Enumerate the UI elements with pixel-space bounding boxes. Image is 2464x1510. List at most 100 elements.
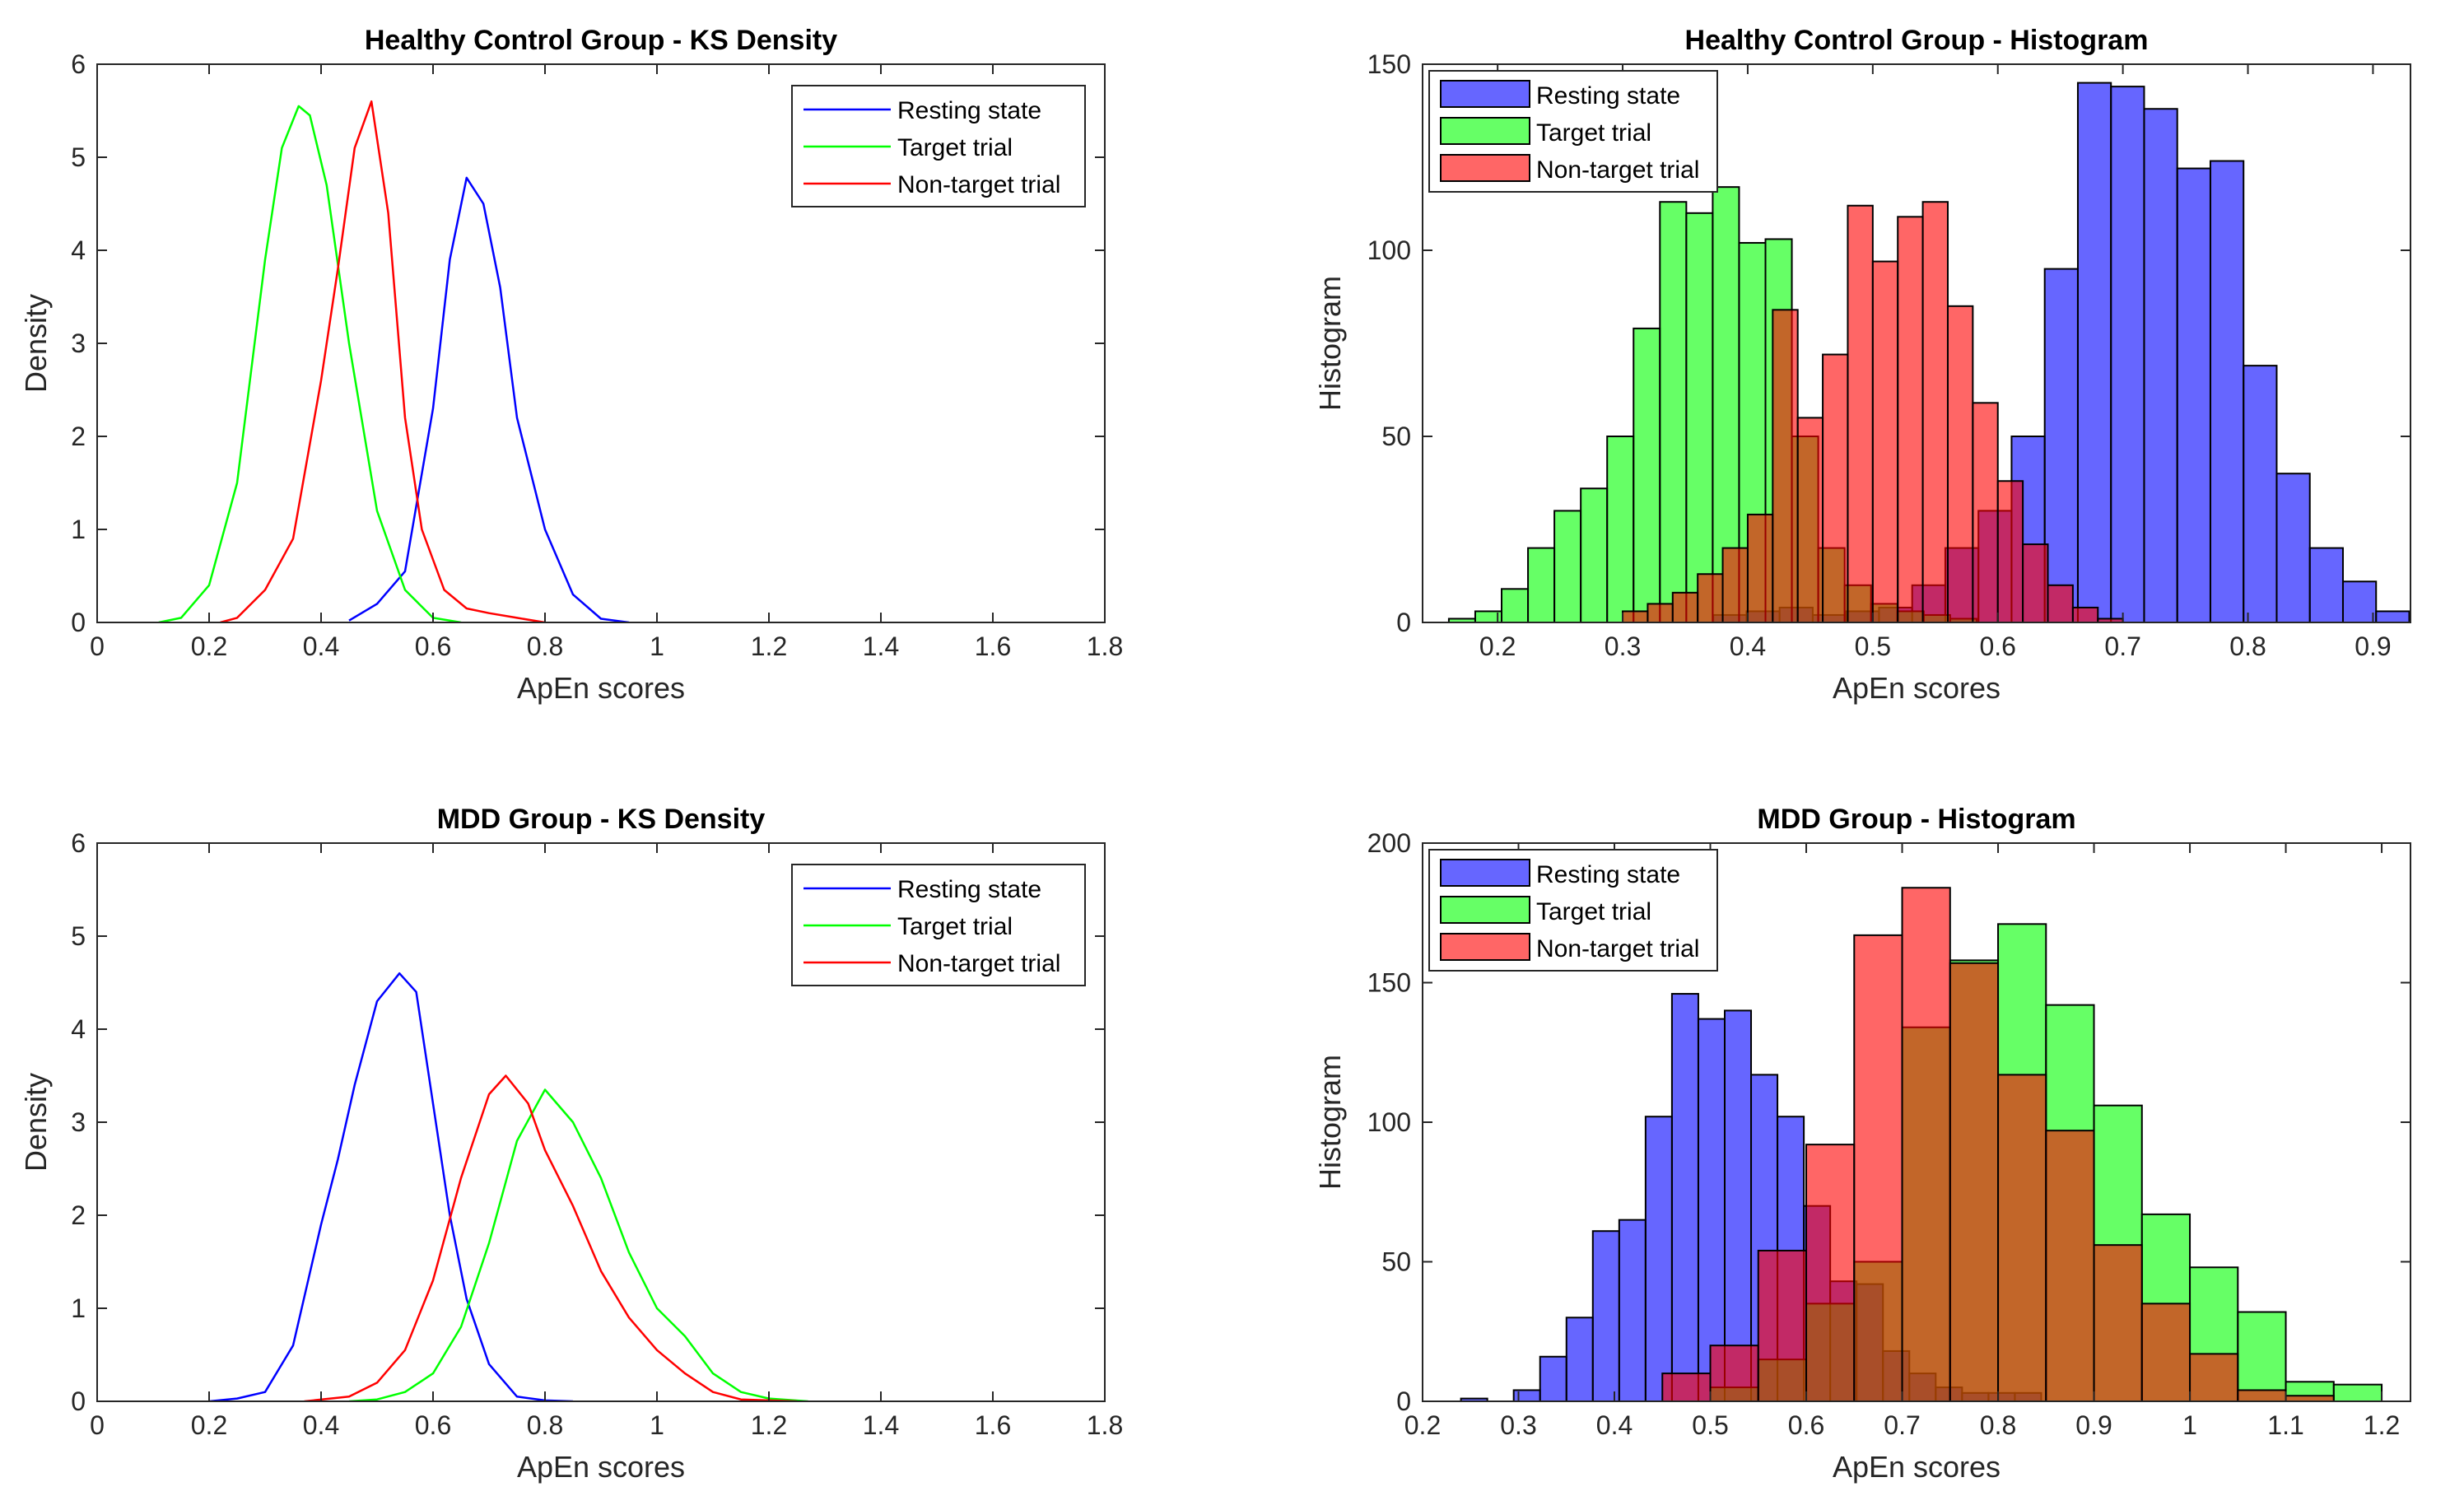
hc-histogram-xtick-label: 0.5: [1855, 631, 1891, 661]
hc-density-line-resting-state: [348, 176, 630, 622]
mdd-histogram-ytick-label: 200: [1367, 828, 1411, 858]
mdd-density-ytick-label: 1: [71, 1293, 86, 1323]
mdd-density-line-target-trial: [348, 1088, 808, 1401]
hc-density-data: [158, 100, 630, 622]
hc-density-ytick-label: 2: [71, 422, 86, 451]
mdd-histogram-bar-non-target-trial-3: [1805, 1144, 1856, 1401]
hc-histogram-legend-label: Resting state: [1536, 82, 1680, 110]
hc-density-chart: 0 0.2 0.4 0.6 0.8 1 1.2 1.4 1.6 1.8 0 1 2 3 4 5 6 Healthy…: [19, 25, 1123, 705]
hc-histogram-bar-resting-state-19: [2341, 580, 2378, 622]
mdd-density-xtick-label: 1.8: [1087, 1410, 1123, 1440]
hc-histogram-ytick-label: 100: [1367, 235, 1411, 265]
hc-histogram-bar-non-target-trial-14: [1972, 402, 1999, 622]
hc-density-ylabel: Density: [19, 294, 53, 393]
mdd-density-xtick-label: 0.4: [303, 1410, 339, 1440]
hc-histogram-bar-resting-state-15: [2209, 160, 2245, 622]
mdd-density-title: MDD Group - KS Density: [437, 804, 766, 835]
hc-histogram-bar-non-target-trial-0: [1622, 610, 1649, 622]
hc-histogram-ytick-label: 50: [1381, 422, 1411, 451]
mdd-histogram-bar-non-target-trial-1: [1709, 1345, 1759, 1401]
mdd-density-xtick-label: 1: [650, 1410, 664, 1440]
hc-histogram-bar-non-target-trial-7: [1796, 417, 1824, 622]
mdd-histogram-xtick-label: 1.2: [2364, 1410, 2400, 1440]
hc-histogram-bar-non-target-trial-5: [1746, 513, 1774, 622]
hc-histogram-bar-resting-state-17: [2275, 473, 2311, 622]
mdd-histogram-ylabel: Histogram: [1313, 1055, 1347, 1190]
mdd-histogram-ytick-label: 150: [1367, 968, 1411, 998]
hc-density-xlabel: ApEn scores: [517, 671, 685, 705]
hc-histogram-legend-label: Non-target trial: [1536, 156, 1699, 184]
mdd-histogram-bar-resting-state-5: [1591, 1230, 1620, 1401]
mdd-density-legend-label: Target trial: [897, 913, 1013, 940]
mdd-density-ytick-label: 2: [71, 1200, 86, 1230]
mdd-density-xtick-label: 1.2: [751, 1410, 787, 1440]
hc-density-title: Healthy Control Group - KS Density: [365, 25, 837, 56]
mdd-density-xtick-label: 0.2: [191, 1410, 227, 1440]
mdd-histogram-bar-non-target-trial-5: [1901, 887, 1951, 1401]
hc-histogram-xlabel: ApEn scores: [1833, 671, 2001, 705]
mdd-histogram-xtick-label: 0.7: [1884, 1410, 1920, 1440]
mdd-histogram-bar-non-target-trial-2: [1757, 1249, 1808, 1401]
mdd-histogram-bar-resting-state-9: [1697, 1018, 1726, 1401]
hc-density-xtick-label: 1.2: [751, 631, 787, 661]
hc-density-xtick-label: 1.8: [1087, 631, 1123, 661]
mdd-density-ytick-label: 4: [71, 1014, 86, 1044]
hc-histogram-bar-resting-state-11: [2076, 82, 2112, 622]
hc-histogram-xtick-label: 0.4: [1730, 631, 1766, 661]
hc-histogram-legend-swatch: [1440, 80, 1530, 108]
mdd-histogram-legend-label: Resting state: [1536, 861, 1680, 888]
mdd-density-line-resting-state: [208, 972, 574, 1401]
hc-histogram-xtick-label: 0.7: [2104, 631, 2140, 661]
mdd-density-chart: 0 0.2 0.4 0.6 0.8 1 1.2 1.4 1.6 1.8 0 1 2 3 4 5 6 MDD Gro…: [19, 804, 1123, 1484]
mdd-histogram-xlabel: ApEn scores: [1833, 1450, 2001, 1484]
mdd-histogram-bar-non-target-trial-7: [1997, 1074, 2047, 1401]
mdd-histogram-bar-target-trial-12: [2237, 1311, 2287, 1401]
hc-histogram-bar-target-trial-2: [1501, 588, 1530, 622]
mdd-density-data: [208, 972, 808, 1401]
mdd-histogram-xtick-label: 0.5: [1692, 1410, 1728, 1440]
mdd-histogram-title: MDD Group - Histogram: [1757, 804, 2075, 835]
hc-histogram-bar-target-trial-5: [1580, 487, 1609, 622]
mdd-histogram-xtick-label: 0.9: [2075, 1410, 2112, 1440]
mdd-histogram-legend-swatch: [1440, 933, 1530, 961]
hc-histogram-ytick-label: 150: [1367, 49, 1411, 79]
hc-density-xtick-label: 0.2: [191, 631, 227, 661]
hc-density-ytick-label: 5: [71, 142, 86, 172]
hc-histogram-bar-target-trial-8: [1659, 201, 1688, 622]
mdd-histogram-bar-resting-state-7: [1644, 1116, 1673, 1401]
hc-density-line-target-trial: [158, 105, 462, 622]
hc-histogram-data: [1447, 82, 2410, 622]
hc-histogram-ylabel: Histogram: [1313, 276, 1347, 411]
mdd-histogram-legend-label: Target trial: [1536, 898, 1651, 925]
mdd-histogram-data: [1460, 887, 2383, 1401]
mdd-histogram-ytick-label: 50: [1381, 1247, 1411, 1277]
hc-density-xtick-label: 1.6: [975, 631, 1011, 661]
mdd-density-ytick-label: 6: [71, 828, 86, 858]
mdd-histogram-bar-non-target-trial-11: [2189, 1353, 2239, 1401]
hc-histogram-bar-non-target-trial-15: [1996, 480, 2024, 622]
hc-histogram-bar-resting-state-12: [2110, 86, 2145, 622]
hc-histogram-legend-label: Target trial: [1536, 119, 1651, 147]
hc-density-ytick-label: 1: [71, 515, 86, 544]
hc-histogram-bar-non-target-trial-10: [1871, 260, 1899, 622]
hc-density-xtick-label: 1.4: [863, 631, 899, 661]
hc-density-ytick-label: 4: [71, 235, 86, 265]
hc-histogram-bar-resting-state-20: [2375, 610, 2410, 622]
hc-histogram-bar-target-trial-9: [1685, 212, 1714, 622]
hc-histogram-bar-target-trial-7: [1633, 327, 1661, 622]
hc-histogram-title: Healthy Control Group - Histogram: [1685, 25, 2149, 56]
hc-density-xtick-label: 1: [650, 631, 664, 661]
mdd-density-xtick-label: 1.4: [863, 1410, 899, 1440]
mdd-density-ylabel: Density: [19, 1073, 53, 1172]
hc-histogram-xtick-label: 0.6: [1979, 631, 2015, 661]
hc-histogram-bar-resting-state-10: [2043, 268, 2079, 622]
mdd-density-xtick-label: 0.8: [527, 1410, 563, 1440]
mdd-histogram-bar-resting-state-8: [1670, 993, 1699, 1401]
hc-histogram-bar-non-target-trial-9: [1847, 204, 1874, 622]
hc-histogram-legend-swatch: [1440, 154, 1530, 182]
hc-histogram-ytick-label: 0: [1396, 608, 1411, 637]
hc-density-legend-label: Resting state: [897, 97, 1041, 124]
mdd-histogram-bar-non-target-trial-4: [1853, 934, 1903, 1401]
hc-density-xtick-label: 0.4: [303, 631, 339, 661]
